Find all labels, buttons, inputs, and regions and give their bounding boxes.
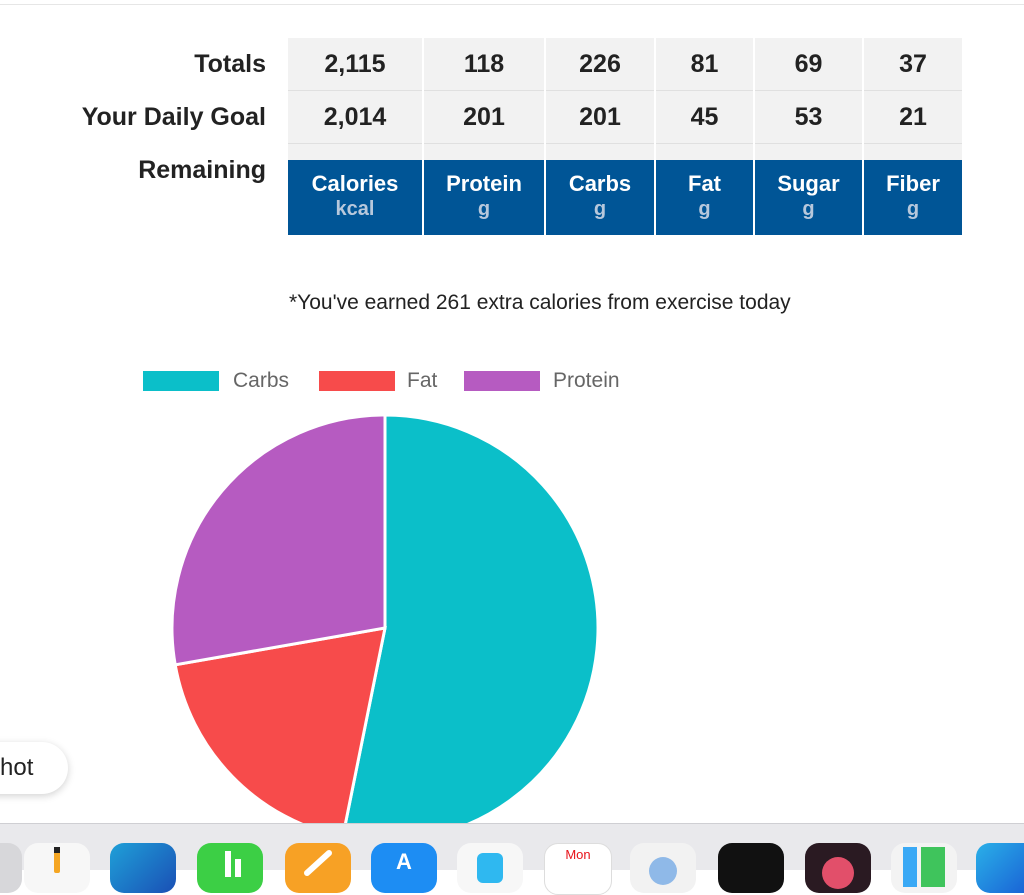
column-header-carbs: Carbs g <box>546 160 654 235</box>
legend-swatch-fat <box>319 371 395 391</box>
app-store-icon[interactable]: A <box>371 843 437 893</box>
pencil-icon[interactable] <box>24 843 90 893</box>
totals-fat: 81 <box>656 38 753 91</box>
safari-icon[interactable] <box>630 843 696 893</box>
legend-label-fat: Fat <box>407 369 438 392</box>
row-label-daily-goal: Your Daily Goal <box>81 103 266 131</box>
goal-carbs: 201 <box>546 91 654 144</box>
maps-icon[interactable] <box>891 843 957 893</box>
legend-label-protein: Protein <box>553 369 620 392</box>
pie-slice-fat[interactable] <box>173 626 387 823</box>
row-label-remaining: Remaining <box>138 156 266 184</box>
pie-slice-protein[interactable] <box>170 413 387 667</box>
goal-calories: 2,014 <box>288 91 422 144</box>
calendar-day-label: Mon <box>565 847 591 862</box>
column-unit: g <box>698 198 711 220</box>
dock: A Mon <box>0 823 1024 895</box>
exercise-note: *You've earned 261 extra calories from e… <box>289 291 791 314</box>
pie-slice-carbs[interactable] <box>343 413 600 823</box>
column-header-fat: Fat g <box>656 160 753 235</box>
goal-sugar: 53 <box>755 91 862 144</box>
column-name: Fiber <box>886 171 940 196</box>
column-unit: g <box>906 198 920 220</box>
goal-fiber: 21 <box>864 91 962 144</box>
column-unit: g <box>593 198 607 220</box>
top-divider <box>0 4 1024 5</box>
column-header-calories: Calories kcal <box>288 160 422 235</box>
legend-label-carbs: Carbs <box>233 369 290 392</box>
numbers-icon[interactable] <box>197 843 263 893</box>
app-icon[interactable] <box>110 843 176 893</box>
totals-protein: 118 <box>424 38 544 91</box>
column-unit: kcal <box>335 198 375 220</box>
notes-icon[interactable] <box>0 843 22 893</box>
totals-sugar: 69 <box>755 38 862 91</box>
edge-icon[interactable] <box>976 843 1024 893</box>
column-name: Calories <box>311 171 399 196</box>
goal-protein: 201 <box>424 91 544 144</box>
pages-icon[interactable] <box>285 843 351 893</box>
macro-pie-chart <box>170 413 600 823</box>
totals-calories: 2,115 <box>288 38 422 91</box>
column-name: Protein <box>446 171 522 196</box>
column-name: Sugar <box>777 171 840 196</box>
apple-tv-icon[interactable] <box>718 843 784 893</box>
column-name: Fat <box>688 171 721 196</box>
photos-icon[interactable] <box>805 843 871 893</box>
totals-carbs: 226 <box>546 38 654 91</box>
screenshot-toast[interactable]: hot <box>0 742 68 794</box>
calendar-icon[interactable]: Mon <box>544 843 612 895</box>
column-header-fiber: Fiber g <box>864 160 962 235</box>
finder-icon[interactable] <box>457 843 523 893</box>
column-unit: g <box>802 198 815 220</box>
column-unit: g <box>477 198 491 220</box>
column-header-protein: Protein g <box>424 160 544 235</box>
legend-swatch-carbs <box>143 371 219 391</box>
column-name: Carbs <box>568 171 632 196</box>
row-label-totals: Totals <box>194 50 266 78</box>
legend-swatch-protein <box>464 371 540 391</box>
column-header-sugar: Sugar g <box>755 160 862 235</box>
totals-fiber: 37 <box>864 38 962 91</box>
goal-fat: 45 <box>656 91 753 144</box>
toast-text: hot <box>0 754 34 781</box>
